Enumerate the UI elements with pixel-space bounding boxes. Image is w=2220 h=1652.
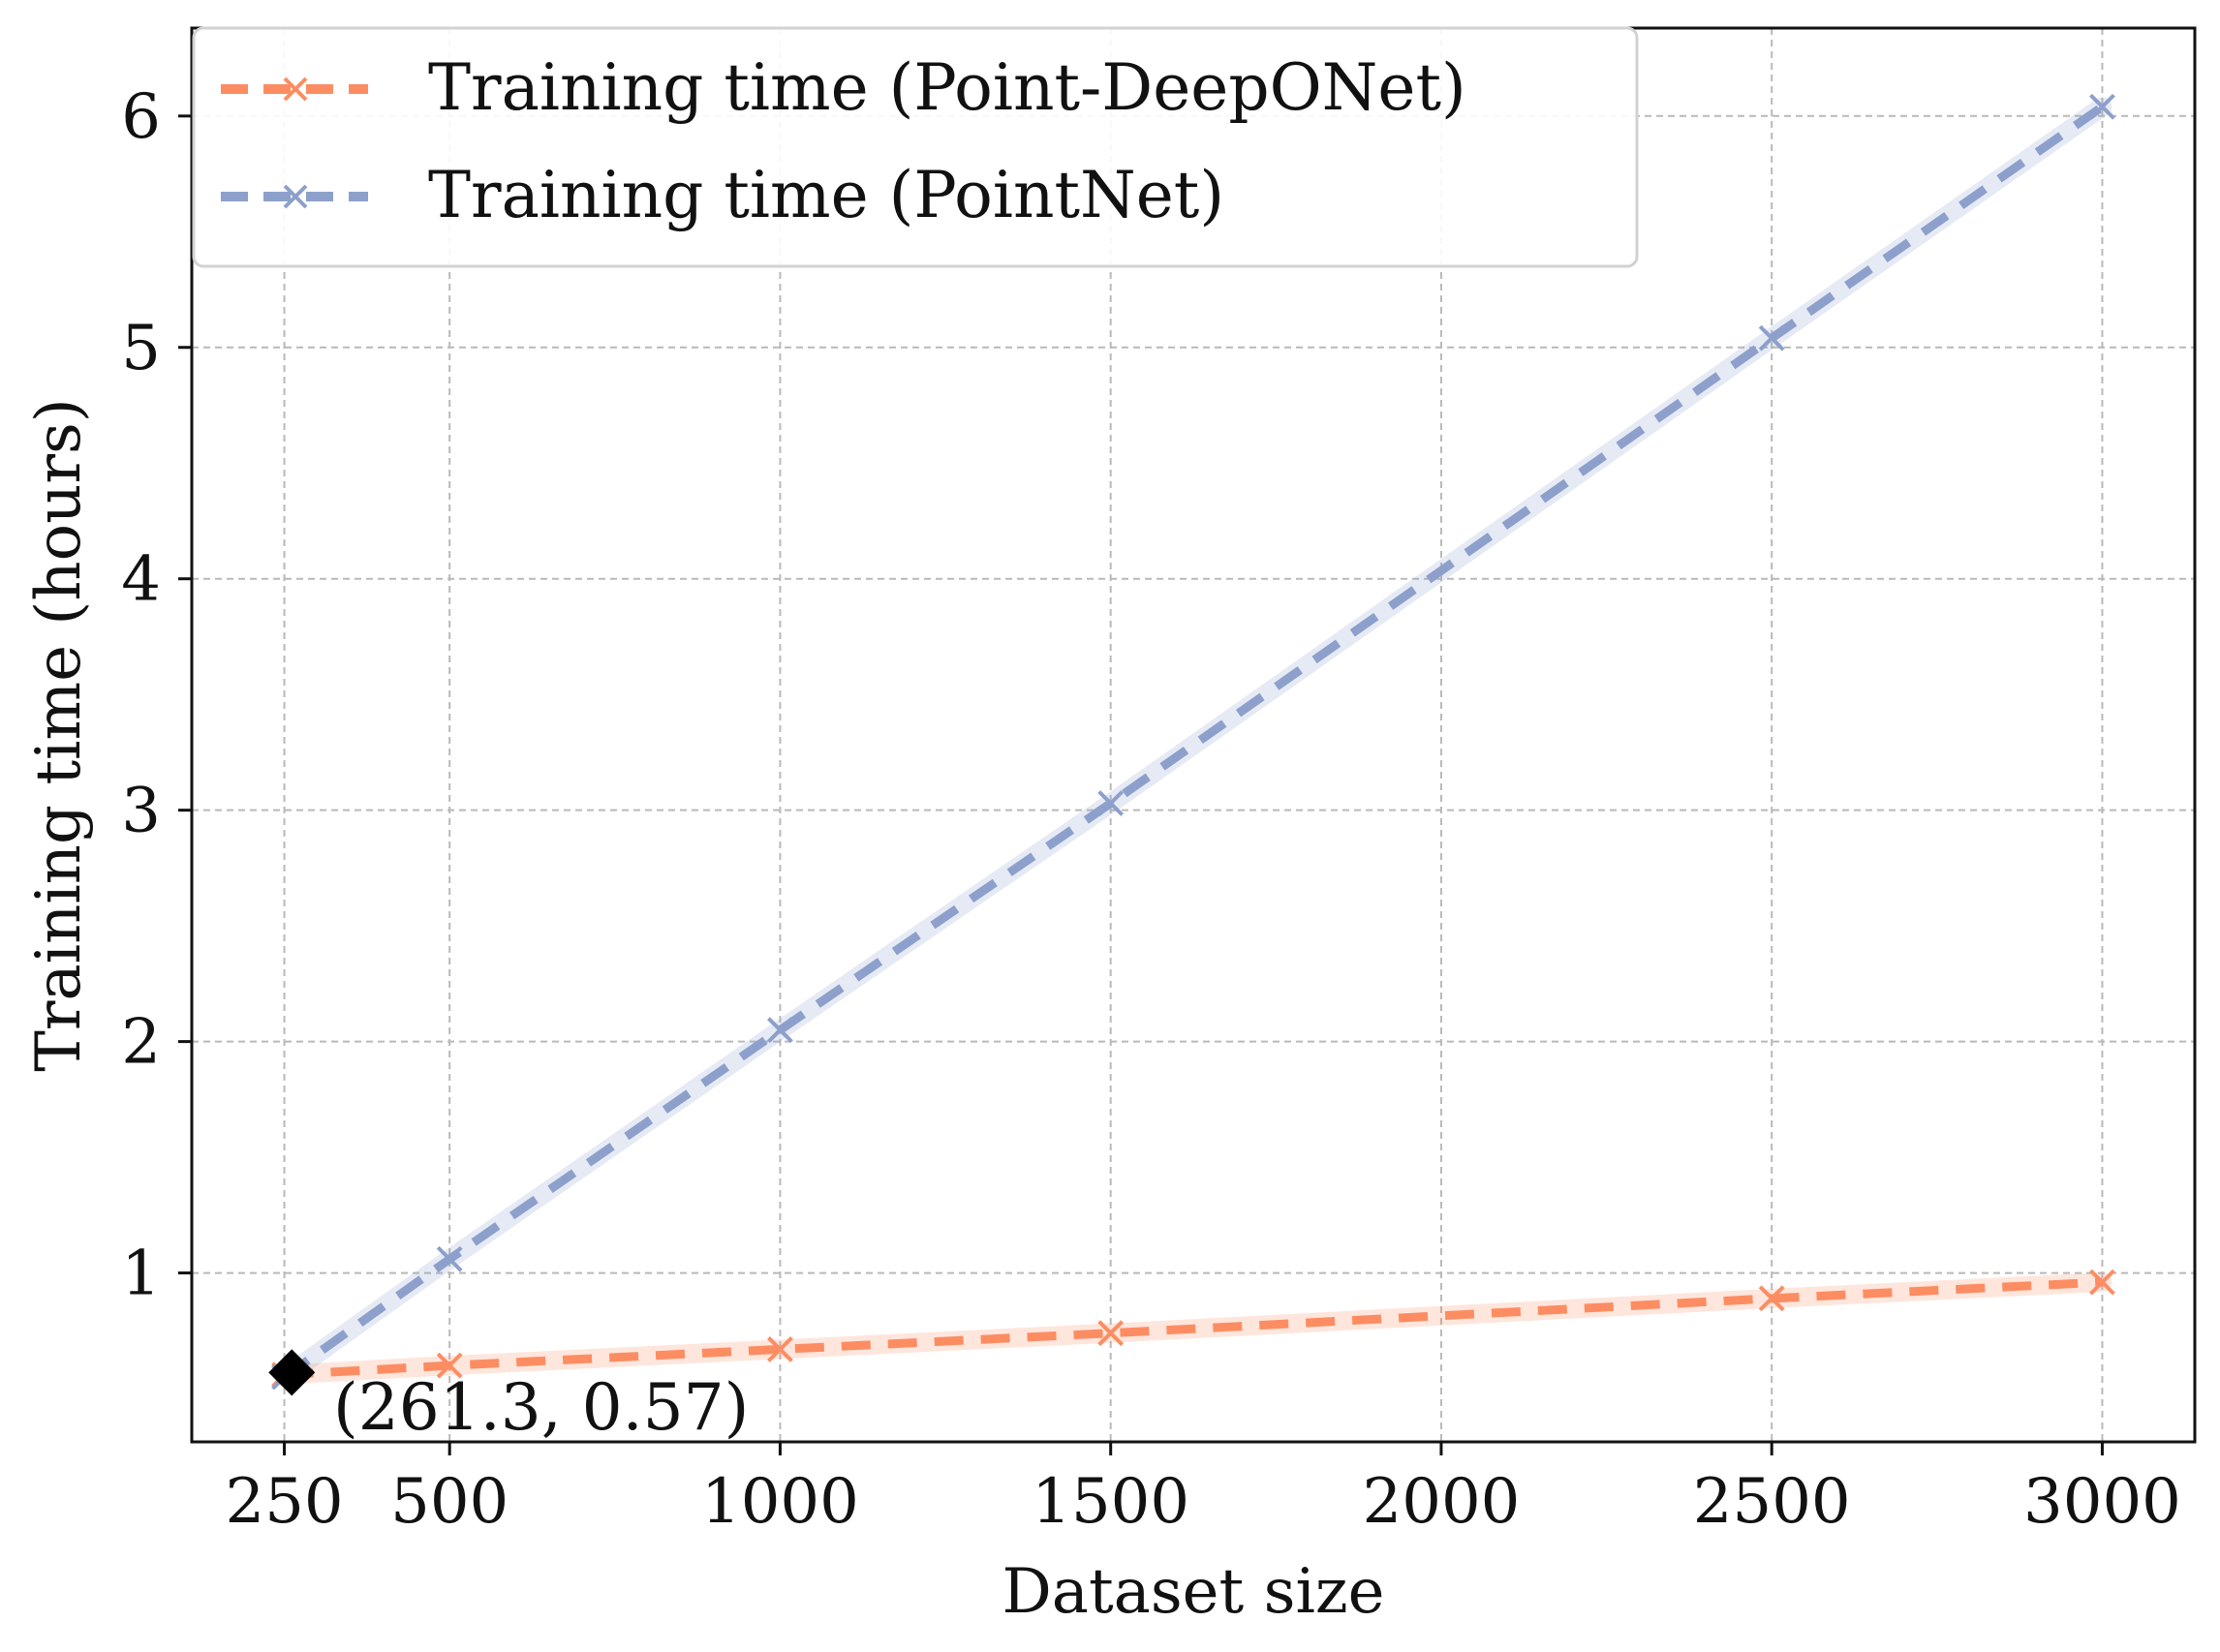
legend-label-pointnet: Training time (PointNet)	[428, 158, 1224, 232]
plot-layer	[268, 93, 2115, 1396]
y-tick-label-6: 6	[121, 81, 161, 153]
point-cross-b	[1758, 324, 1785, 352]
point-training-time-point-deeponet-3000	[2089, 1269, 2115, 1296]
y-axis-label: Training time (hours)	[23, 398, 95, 1072]
x-axis-label: Dataset size	[1002, 1556, 1384, 1628]
point-training-time-pointnet-500	[436, 1245, 463, 1272]
point-cross-b	[1097, 790, 1125, 816]
y-tick-label-4: 4	[121, 544, 161, 616]
annotation-label: (261.3, 0.57)	[333, 1370, 749, 1445]
y-tick-label-3: 3	[121, 776, 161, 847]
x-tick-label-2500: 2500	[1693, 1466, 1851, 1538]
x-tick-label-1000: 1000	[701, 1466, 859, 1538]
legend-label-point-deeponet: Training time (Point-DeepONet)	[428, 50, 1466, 125]
point-cross-b	[1097, 1320, 1125, 1347]
point-cross-b	[436, 1245, 463, 1272]
y-tick-label-2: 2	[121, 1007, 161, 1079]
point-training-time-point-deeponet-1000	[767, 1336, 793, 1362]
point-cross-b	[767, 1336, 793, 1362]
point-cross-b	[1758, 1285, 1785, 1312]
point-training-time-pointnet-1000	[767, 1017, 793, 1044]
point-training-time-point-deeponet-2500	[1758, 1285, 1785, 1312]
point-cross-b	[436, 1352, 463, 1379]
point-cross-b	[2089, 1269, 2115, 1296]
series-line-training-time-pointnet	[281, 103, 2106, 1381]
point-training-time-pointnet-3000	[2089, 93, 2115, 120]
x-tick-label-500: 500	[390, 1466, 509, 1538]
series-line-training-time-point-deeponet	[284, 1277, 2103, 1380]
x-tick-label-3000: 3000	[2023, 1466, 2181, 1538]
legend-marker-point-deeponet-b	[283, 76, 308, 102]
annotation-marker	[268, 1349, 316, 1396]
legend-box	[192, 26, 1639, 268]
point-training-time-point-deeponet-1500	[1097, 1320, 1125, 1347]
point-cross-b	[767, 1017, 793, 1044]
x-tick-label-1500: 1500	[1032, 1466, 1189, 1538]
y-tick-label-1: 1	[121, 1239, 161, 1310]
x-ticks: 250 500 1000 1500 2000 2500 3000	[225, 1442, 2181, 1538]
legend-marker-pointnet-b	[283, 184, 308, 209]
y-ticks: 1 2 3 4 5 6	[121, 81, 192, 1310]
point-cross-b	[2089, 93, 2115, 120]
point-training-time-pointnet-1500	[1097, 790, 1125, 816]
point-training-time-pointnet-2500	[1758, 324, 1785, 352]
x-tick-label-2000: 2000	[1363, 1466, 1521, 1538]
legend-item-point-deeponet: Training time (Point-DeepONet)	[221, 50, 1466, 125]
legend-item-pointnet: Training time (PointNet)	[221, 158, 1224, 232]
y-tick-label-5: 5	[121, 313, 161, 384]
legend: Training time (Point-DeepONet) Training …	[192, 26, 1639, 268]
point-training-time-point-deeponet-500	[436, 1352, 463, 1379]
x-tick-label-250: 250	[225, 1466, 343, 1538]
